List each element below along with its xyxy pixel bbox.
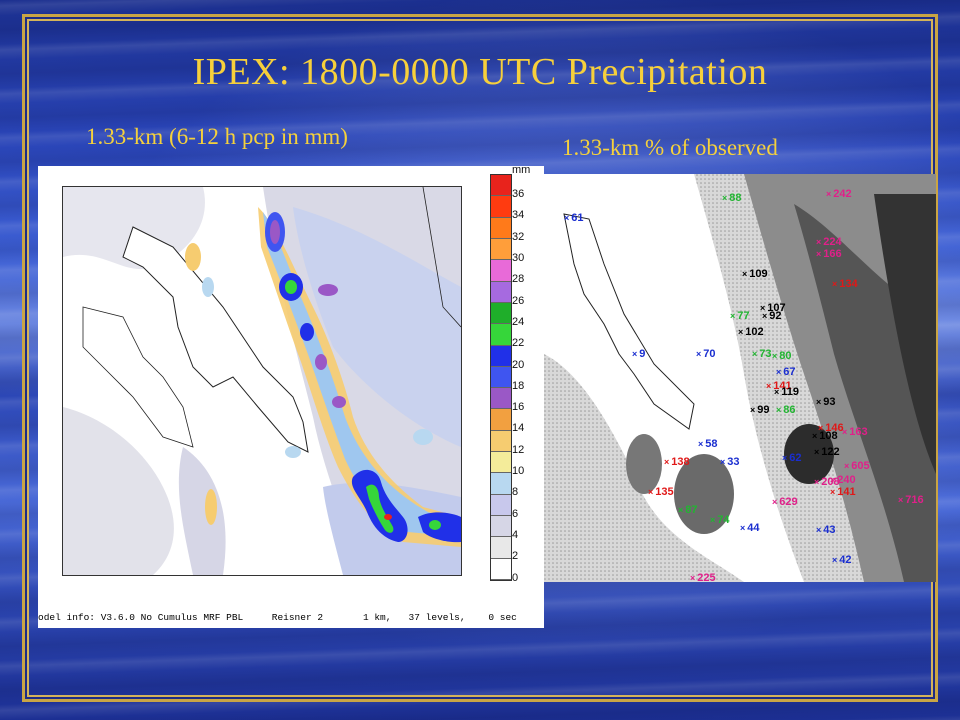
colorbar-swatch	[491, 238, 511, 261]
station-value: 716	[898, 494, 923, 506]
colorbar-level-label: 0	[512, 571, 519, 584]
station-value: 87	[678, 504, 697, 516]
station-value: 80	[772, 350, 791, 362]
station-value: 42	[832, 554, 851, 566]
colorbar-level-label: 26	[512, 294, 525, 307]
colorbar-swatch	[491, 558, 511, 580]
station-value: 93	[816, 396, 835, 408]
colorbar-level-label: 18	[512, 379, 525, 392]
colorbar-swatch	[491, 302, 511, 325]
station-value: 122	[814, 446, 839, 458]
model-info-caption: odel info: V3.6.0 No Cumulus MRF PBL Rei…	[38, 612, 517, 623]
colorbar-level-label: 2	[512, 550, 519, 563]
station-value: 605	[844, 460, 869, 472]
station-value: 135	[648, 486, 673, 498]
colorbar-level-label: 8	[512, 486, 519, 499]
colorbar-level-label: 4	[512, 529, 519, 542]
precip-map-panel: mm 36 34 32 30 28 26 24 22 20 18 16 14 12 10 8 6 4 2 0 ode…	[38, 164, 544, 628]
station-value: 224	[816, 236, 841, 248]
colorbar-swatch	[491, 217, 511, 239]
slide-title: IPEX: 1800-0000 UTC Precipitation	[192, 51, 768, 93]
station-value: 166	[816, 248, 841, 260]
colorbar-swatch	[491, 494, 511, 516]
station-value: 62	[782, 452, 801, 464]
station-value: 109	[742, 268, 767, 280]
station-value: 134	[832, 278, 857, 290]
colorbar-swatch	[491, 324, 511, 346]
station-value: 99	[750, 404, 769, 416]
colorbar-level-label: 34	[512, 209, 525, 222]
colorbar-level-label: 20	[512, 358, 525, 371]
colorbar-swatch	[491, 452, 511, 474]
colorbar-level-label: 22	[512, 337, 525, 350]
colorbar-swatch	[491, 260, 511, 282]
colorbar-level-label: 30	[512, 251, 525, 264]
colorbar-level-label: 36	[512, 188, 525, 200]
colorbar-swatch	[491, 388, 511, 410]
right-subtitle: 1.33-km % of observed	[562, 135, 778, 160]
station-value: 77	[730, 310, 749, 322]
station-value: 43	[816, 524, 835, 536]
colorbar-swatch	[491, 537, 511, 559]
station-value: 119	[774, 386, 799, 398]
precip-map-graphic	[63, 187, 461, 575]
colorbar-swatch	[491, 345, 511, 367]
colorbar-swatch	[491, 281, 511, 303]
colorbar-level-label: 12	[512, 443, 525, 456]
colorbar-level-label: 6	[512, 507, 519, 520]
colorbar-unit-label: mm	[512, 164, 531, 176]
station-value: 108	[812, 430, 837, 442]
colorbar-level-label: 32	[512, 230, 525, 243]
colorbar-swatch	[491, 175, 511, 197]
precip-colorbar	[490, 174, 512, 581]
colorbar-swatch	[491, 366, 511, 389]
colorbar-swatch	[491, 409, 511, 431]
station-value: 61	[564, 212, 583, 224]
terrain-graphic	[544, 174, 936, 582]
station-value: 163	[842, 426, 867, 438]
station-value: 141	[830, 486, 855, 498]
colorbar-level-label: 14	[512, 422, 525, 435]
station-value: 70	[696, 348, 715, 360]
station-value: 67	[776, 366, 795, 378]
colorbar-swatch	[491, 196, 511, 218]
station-value: 240	[830, 474, 855, 486]
station-value: 73	[752, 348, 771, 360]
station-value: 86	[776, 404, 795, 416]
station-value: 74	[710, 514, 729, 526]
station-value: 9	[632, 348, 645, 360]
colorbar-level-label: 16	[512, 401, 525, 414]
precip-map	[62, 186, 462, 576]
station-value: 44	[740, 522, 759, 534]
colorbar-swatch	[491, 430, 511, 453]
colorbar-swatch	[491, 516, 511, 538]
colorbar-level-label: 28	[512, 273, 525, 286]
station-value: 33	[720, 456, 739, 468]
station-value: 102	[738, 326, 763, 338]
colorbar-swatch	[491, 473, 511, 495]
station-value: 58	[698, 438, 717, 450]
percent-observed-map: 6188242224166109134107779210297073806714…	[544, 174, 936, 582]
gold-frame	[22, 14, 938, 702]
station-value: 629	[772, 496, 797, 508]
colorbar-level-label: 24	[512, 315, 525, 328]
left-subtitle: 1.33-km (6-12 h pcp in mm)	[86, 124, 348, 149]
station-value: 225	[690, 572, 715, 582]
station-value: 242	[826, 188, 851, 200]
station-value: 88	[722, 192, 741, 204]
percent-observed-panel: 6188242224166109134107779210297073806714…	[544, 174, 936, 582]
station-value: 138	[664, 456, 689, 468]
colorbar-level-label: 10	[512, 465, 525, 478]
station-value: 92	[762, 310, 781, 322]
